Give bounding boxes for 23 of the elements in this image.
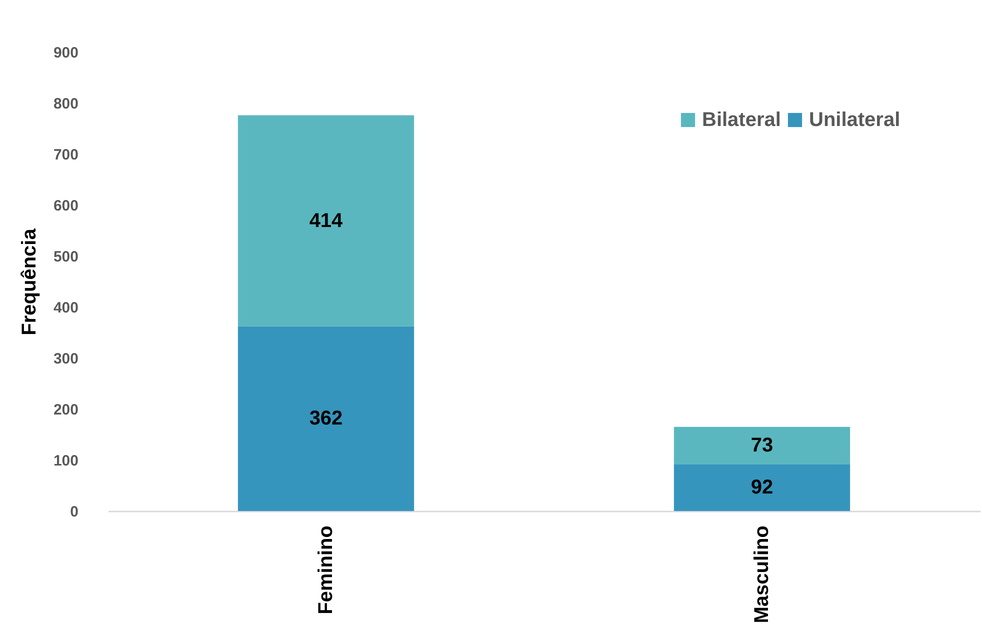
y-tick-label: 500 bbox=[53, 248, 78, 266]
y-tick-label: 800 bbox=[53, 96, 78, 112]
y-tick-label: 900 bbox=[53, 44, 78, 62]
y-tick-label: 600 bbox=[53, 198, 78, 214]
y-tick-label: 0 bbox=[70, 504, 78, 520]
y-axis-title: Frequência bbox=[18, 228, 40, 336]
data-label: 92 bbox=[750, 476, 774, 499]
bar bbox=[674, 464, 850, 511]
data-label: 414 bbox=[309, 210, 344, 232]
y-tick-label: 100 bbox=[53, 452, 78, 470]
y-tick-label: 700 bbox=[53, 146, 78, 164]
y-tick-label: 200 bbox=[53, 402, 78, 418]
bar bbox=[238, 115, 414, 326]
y-tick-label: 300 bbox=[53, 350, 78, 368]
x-tick-label: Feminino bbox=[315, 526, 337, 614]
data-label: 362 bbox=[309, 408, 343, 430]
y-tick-label: 400 bbox=[53, 300, 78, 316]
bar bbox=[674, 426, 850, 464]
data-label: 73 bbox=[750, 434, 774, 456]
legend-label: Bilateral bbox=[702, 109, 781, 131]
x-tick-label: Masculino bbox=[751, 526, 773, 624]
bar bbox=[238, 326, 414, 511]
legend-label: Unilateral bbox=[809, 109, 900, 131]
